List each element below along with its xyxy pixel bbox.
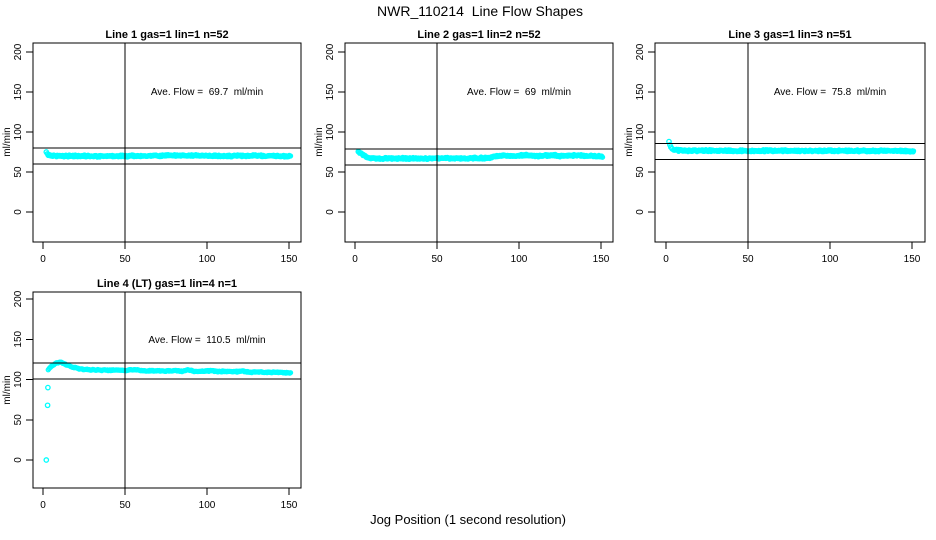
panel-title: Line 1 gas=1 lin=1 n=52 [105, 29, 228, 41]
x-tick-label: 150 [281, 254, 298, 265]
y-axis-label: ml/min [2, 127, 13, 156]
y-tick-label: 50 [13, 414, 24, 426]
y-axis-label: ml/min [314, 127, 325, 156]
flow-point-outlier [669, 145, 676, 152]
y-tick-label: 100 [635, 123, 646, 140]
x-tick-label: 150 [593, 254, 610, 265]
ave-flow-annotation: Ave. Flow = 110.5 ml/min [148, 335, 265, 346]
y-tick-label: 150 [13, 330, 24, 347]
panel-title: Line 2 gas=1 lin=2 n=52 [417, 29, 540, 41]
panel-line-2: Line 2 gas=1 lin=2 n=52 ml/min 0 50 100 150… [314, 29, 614, 265]
data-points [43, 149, 294, 160]
y-tick-label: 100 [325, 123, 336, 140]
y-tick-label: 50 [325, 166, 336, 178]
plot-box [32, 42, 302, 243]
y-tick-label: 0 [635, 209, 646, 215]
x-tick-label: 0 [352, 254, 358, 265]
x-tick-label: 50 [119, 500, 131, 511]
x-tick-label: 50 [431, 254, 443, 265]
figure-title: NWR_110214 Line Flow Shapes [377, 3, 583, 19]
y-tick-label: 150 [13, 83, 24, 100]
plot-area: 0 50 100 150 200 0 50 100 150 [635, 42, 926, 265]
flow-point-outlier [43, 149, 50, 155]
flow-point [288, 370, 294, 376]
plot-area: 0 50 100 150 200 0 50 100 150 [13, 290, 302, 511]
x-tick-label: 100 [199, 254, 216, 265]
plot-area: 0 50 100 150 200 0 50 100 150 [13, 42, 302, 265]
y-tick-label: 0 [325, 209, 336, 215]
x-tick-label: 150 [904, 254, 921, 265]
y-tick-label: 200 [635, 43, 646, 60]
y-tick-label: 100 [13, 123, 24, 140]
plot-area: 0 50 100 150 200 0 50 100 150 [325, 42, 614, 265]
data-points [43, 359, 294, 463]
y-tick-label: 150 [635, 83, 646, 100]
y-tick-label: 200 [13, 43, 24, 60]
x-tick-label: 0 [40, 500, 46, 511]
x-axis-label: Jog Position (1 second resolution) [370, 512, 566, 527]
plot-box [32, 291, 302, 489]
x-tick-label: 50 [742, 254, 754, 265]
y-tick-label: 50 [13, 166, 24, 178]
flow-point [599, 154, 606, 160]
y-tick-label: 150 [325, 83, 336, 100]
y-tick-label: 50 [635, 166, 646, 178]
x-tick-label: 100 [199, 500, 216, 511]
data-points [355, 148, 606, 162]
x-tick-label: 50 [119, 254, 131, 265]
data-points [666, 138, 917, 155]
x-tick-label: 150 [281, 500, 298, 511]
x-tick-label: 0 [40, 254, 46, 265]
flow-point-outlier [45, 384, 51, 391]
flow-point-outlier [44, 402, 51, 409]
panel-title: Line 3 gas=1 lin=3 n=51 [728, 29, 851, 41]
plot-box [344, 42, 614, 243]
flow-point [910, 148, 917, 154]
ave-flow-annotation: Ave. Flow = 69.7 ml/min [151, 87, 263, 98]
x-tick-label: 100 [511, 254, 528, 265]
x-tick-label: 100 [822, 254, 839, 265]
y-tick-label: 200 [325, 43, 336, 60]
panel-title: Line 4 (LT) gas=1 lin=4 n=1 [97, 278, 237, 290]
flow-point [288, 153, 294, 159]
flow-point-outlier [43, 457, 50, 463]
panel-line-3: Line 3 gas=1 lin=3 n=51 ml/min 0 50 100 150… [624, 29, 926, 265]
y-tick-label: 0 [13, 209, 24, 215]
y-axis-label: ml/min [2, 375, 13, 404]
panel-line-4: Line 4 (LT) gas=1 lin=4 n=1 ml/min 0 50 10… [2, 278, 302, 511]
ave-flow-annotation: Ave. Flow = 75.8 ml/min [774, 87, 886, 98]
x-tick-label: 0 [663, 254, 669, 265]
y-tick-label: 200 [13, 290, 24, 307]
y-tick-label: 0 [13, 457, 24, 463]
ave-flow-annotation: Ave. Flow = 69 ml/min [467, 87, 571, 98]
flow-point-outlier [355, 148, 362, 155]
y-tick-label: 100 [13, 371, 24, 388]
panel-line-1: Line 1 gas=1 lin=1 n=52 ml/min 0 50 100 150… [2, 29, 302, 265]
plot-box [654, 42, 926, 243]
y-axis-label: ml/min [624, 127, 635, 156]
